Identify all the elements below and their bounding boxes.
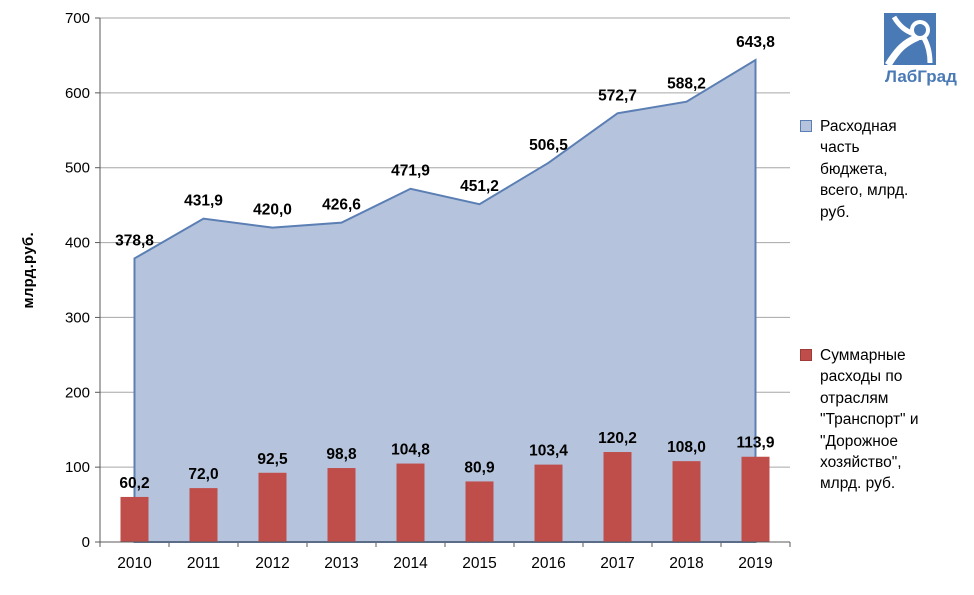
svg-text:2014: 2014 (393, 555, 428, 572)
svg-text:200: 200 (65, 384, 90, 401)
svg-text:2015: 2015 (462, 555, 496, 572)
svg-text:72,0: 72,0 (188, 466, 218, 483)
svg-text:60,2: 60,2 (119, 475, 149, 492)
legend-label-bar: Суммарные расходы по отраслям "Транспорт… (820, 347, 919, 493)
svg-text:426,6: 426,6 (322, 197, 361, 214)
svg-text:2019: 2019 (738, 555, 772, 572)
svg-text:2012: 2012 (255, 555, 289, 572)
svg-text:588,2: 588,2 (667, 76, 706, 93)
svg-text:92,5: 92,5 (257, 451, 288, 468)
bar-series-swatch-icon (800, 349, 812, 361)
svg-text:643,8: 643,8 (736, 34, 775, 51)
svg-text:600: 600 (65, 85, 90, 102)
svg-text:2011: 2011 (187, 555, 220, 572)
labgrad-logo-text: ЛабГрад (885, 67, 957, 86)
svg-text:103,4: 103,4 (529, 443, 568, 460)
svg-text:300: 300 (65, 309, 90, 326)
legend-label-area: Расходная часть бюджета, всего, млрд. ру… (820, 118, 909, 221)
area-series-swatch-icon (800, 120, 812, 132)
svg-text:0: 0 (82, 534, 90, 551)
svg-text:431,9: 431,9 (184, 193, 223, 210)
svg-text:420,0: 420,0 (253, 202, 292, 219)
svg-text:108,0: 108,0 (667, 439, 706, 456)
labgrad-logo-icon (884, 13, 936, 67)
svg-text:2017: 2017 (600, 555, 634, 572)
svg-text:104,8: 104,8 (391, 442, 430, 459)
svg-text:120,2: 120,2 (598, 430, 637, 447)
svg-text:500: 500 (65, 160, 90, 177)
svg-text:2010: 2010 (117, 555, 152, 572)
svg-text:2013: 2013 (324, 555, 358, 572)
svg-text:113,9: 113,9 (737, 435, 775, 452)
svg-text:451,2: 451,2 (460, 178, 499, 195)
svg-text:378,8: 378,8 (115, 232, 154, 249)
svg-text:471,9: 471,9 (391, 163, 430, 180)
svg-text:2018: 2018 (669, 555, 703, 572)
svg-text:98,8: 98,8 (326, 446, 357, 463)
svg-text:80,9: 80,9 (464, 459, 495, 476)
svg-text:100: 100 (65, 459, 90, 476)
svg-text:700: 700 (65, 10, 90, 27)
labgrad-logo: ЛабГрад (884, 13, 964, 87)
svg-text:572,7: 572,7 (598, 87, 637, 104)
svg-text:400: 400 (65, 235, 90, 252)
combo-chart: 0 100 200 300 400 500 600 700 378,8 431,9 420,0 426… (65, 10, 791, 572)
legend-item-bar: Суммарные расходы по отраслям "Транспорт… (800, 345, 930, 495)
svg-text:2016: 2016 (531, 555, 565, 572)
legend-item-area: Расходная часть бюджета, всего, млрд. ру… (800, 116, 930, 223)
svg-text:506,5: 506,5 (529, 137, 568, 154)
y-axis-title: млрд.руб. (20, 232, 37, 309)
